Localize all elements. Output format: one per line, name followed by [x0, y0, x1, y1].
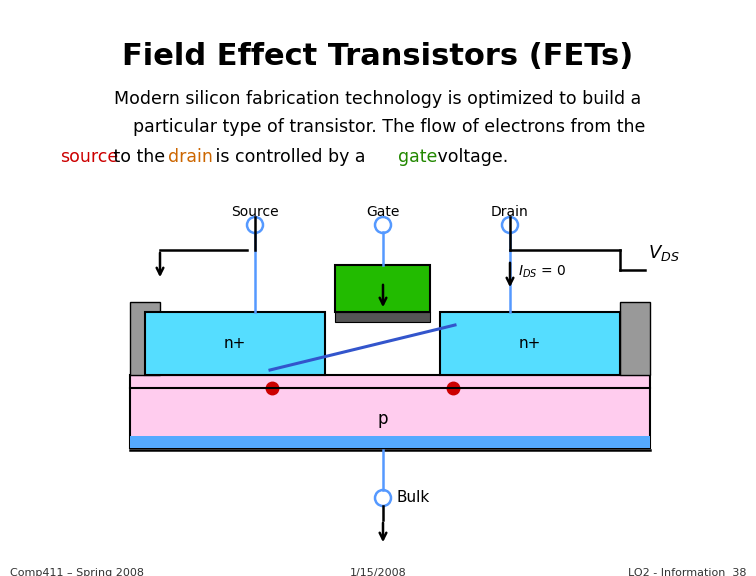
- Bar: [130, 375, 650, 448]
- Bar: [145, 312, 325, 375]
- Bar: [335, 312, 430, 322]
- Text: Source: Source: [231, 205, 279, 219]
- Text: particular type of transistor. The flow of electrons from the: particular type of transistor. The flow …: [111, 118, 645, 136]
- Text: Field Effect Transistors (FETs): Field Effect Transistors (FETs): [122, 42, 634, 71]
- Bar: [130, 302, 160, 375]
- Text: gate: gate: [398, 148, 438, 166]
- Text: n+: n+: [519, 336, 541, 351]
- Text: voltage.: voltage.: [432, 148, 508, 166]
- Bar: [130, 436, 650, 448]
- Bar: [440, 312, 620, 375]
- Text: is controlled by a: is controlled by a: [210, 148, 371, 166]
- Text: $V_{DS}$: $V_{DS}$: [648, 243, 680, 263]
- Text: n+: n+: [224, 336, 246, 351]
- Text: Modern silicon fabrication technology is optimized to build a: Modern silicon fabrication technology is…: [114, 90, 642, 108]
- Bar: [620, 302, 650, 375]
- Text: $I_{DS}$ = 0: $I_{DS}$ = 0: [518, 264, 566, 280]
- Text: Comp411 – Spring 2008: Comp411 – Spring 2008: [10, 568, 144, 576]
- Text: Gate: Gate: [367, 205, 400, 219]
- Text: p: p: [378, 411, 389, 429]
- Text: Drain: Drain: [491, 205, 529, 219]
- Bar: [335, 265, 430, 312]
- Text: 1/15/2008: 1/15/2008: [349, 568, 407, 576]
- Text: LO2 - Information  38: LO2 - Information 38: [627, 568, 746, 576]
- Text: drain: drain: [168, 148, 213, 166]
- Text: to the: to the: [108, 148, 171, 166]
- Text: source: source: [60, 148, 118, 166]
- Text: Bulk: Bulk: [397, 491, 430, 506]
